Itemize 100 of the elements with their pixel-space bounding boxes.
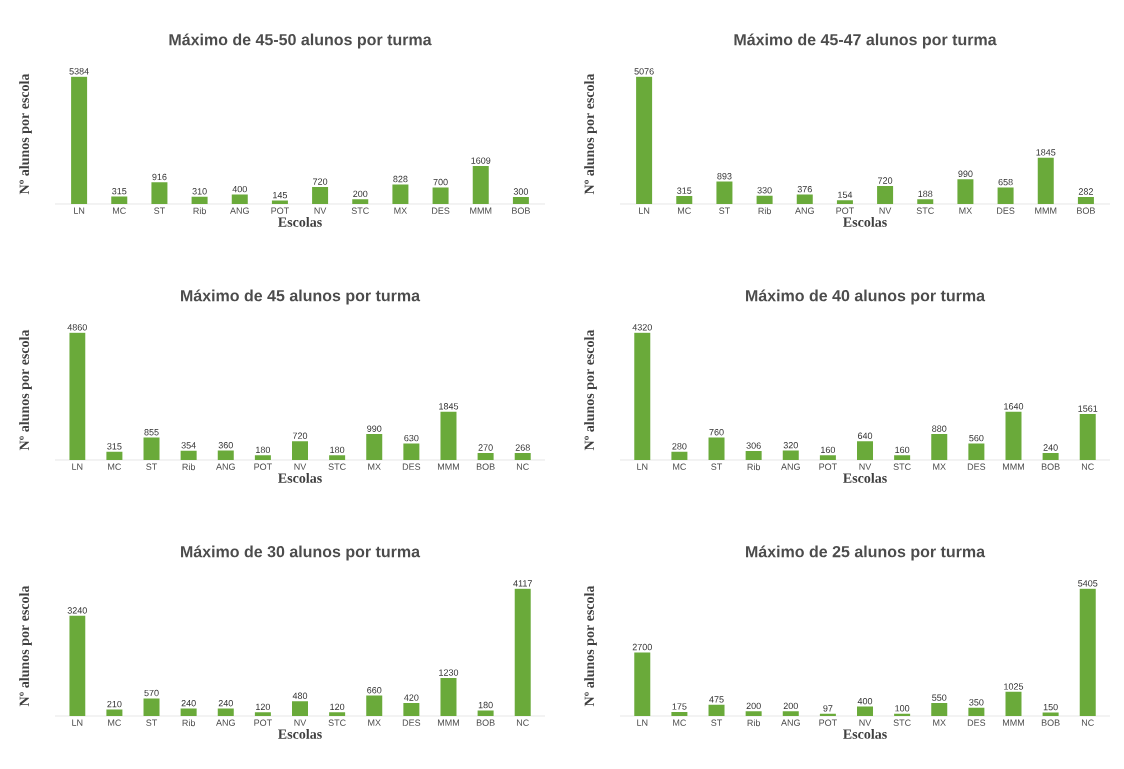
y-axis-title: Nº alunos por escola bbox=[19, 329, 32, 451]
x-tick-label: MMM bbox=[437, 719, 459, 726]
bar bbox=[292, 441, 308, 460]
data-label: 475 bbox=[709, 696, 724, 703]
bar bbox=[1077, 196, 1094, 204]
y-axis-title: Nº alunos por escola bbox=[584, 73, 597, 195]
data-label: 240 bbox=[1043, 444, 1058, 451]
bar bbox=[1079, 588, 1096, 716]
bar bbox=[254, 455, 271, 460]
bar bbox=[796, 194, 813, 204]
bar bbox=[69, 332, 86, 460]
data-label: 5384 bbox=[69, 68, 89, 75]
x-tick-label: LN bbox=[639, 207, 650, 214]
chart-title: Máximo de 45 alunos por turma bbox=[181, 289, 421, 305]
x-axis-title: Escolas bbox=[843, 216, 887, 227]
x-tick-label: STC bbox=[916, 207, 934, 214]
data-label: 268 bbox=[515, 444, 530, 451]
bar bbox=[217, 450, 234, 460]
data-label: 188 bbox=[918, 190, 933, 198]
x-tick-label: NC bbox=[1081, 463, 1094, 470]
data-label: 1230 bbox=[439, 669, 459, 676]
data-label: 570 bbox=[144, 689, 159, 697]
data-label: 180 bbox=[330, 446, 345, 454]
data-label: 1640 bbox=[1004, 403, 1024, 410]
bar bbox=[217, 708, 234, 716]
data-label: 200 bbox=[746, 702, 761, 710]
bar bbox=[819, 455, 836, 460]
x-axis-title: Escolas bbox=[843, 473, 887, 483]
data-label: 480 bbox=[292, 692, 308, 699]
data-label: 400 bbox=[857, 698, 873, 705]
x-tick-label: Rib bbox=[193, 207, 206, 215]
data-label: 310 bbox=[192, 188, 207, 195]
x-tick-label: MC bbox=[678, 207, 691, 214]
data-label: 1025 bbox=[1004, 683, 1024, 690]
x-tick-label: STC bbox=[893, 719, 911, 726]
bar bbox=[782, 450, 799, 460]
x-tick-label: STC bbox=[328, 463, 346, 470]
x-tick-label: STC bbox=[328, 719, 346, 726]
bar bbox=[836, 200, 853, 204]
bar bbox=[432, 187, 449, 204]
data-label: 640 bbox=[857, 432, 873, 439]
bar bbox=[292, 701, 308, 716]
data-label: 315 bbox=[112, 187, 127, 195]
x-tick-label: LN bbox=[74, 207, 85, 214]
chart-title: Máximo de 45-50 alunos por turma bbox=[169, 33, 432, 49]
data-label: 315 bbox=[107, 443, 122, 450]
x-axis-title: Escolas bbox=[278, 216, 322, 227]
x-tick-label: ANG bbox=[781, 719, 800, 726]
data-label: 720 bbox=[313, 178, 328, 185]
bar bbox=[329, 712, 346, 716]
x-tick-label: NC bbox=[516, 719, 529, 726]
chart-title: Máximo de 40 alunos por turma bbox=[746, 289, 986, 305]
x-tick-label: MMM bbox=[470, 207, 492, 214]
data-label: 175 bbox=[672, 703, 687, 710]
data-label: 828 bbox=[393, 175, 408, 183]
bar bbox=[636, 76, 653, 204]
x-tick-label: ST bbox=[154, 207, 165, 214]
bar bbox=[931, 434, 948, 460]
bar bbox=[403, 703, 420, 716]
bar bbox=[143, 437, 160, 460]
x-tick-label: BOB bbox=[476, 463, 495, 470]
data-label: 990 bbox=[958, 170, 973, 177]
bar bbox=[676, 196, 693, 204]
x-tick-label: MX bbox=[933, 463, 946, 470]
x-tick-label: ST bbox=[711, 463, 723, 470]
bar bbox=[69, 615, 86, 716]
x-tick-label: LN bbox=[72, 463, 83, 470]
x-tick-label: NC bbox=[1081, 719, 1094, 726]
data-label: 1609 bbox=[471, 157, 491, 164]
data-label: 660 bbox=[367, 687, 382, 694]
bar bbox=[877, 185, 894, 204]
bar bbox=[472, 165, 489, 204]
bar bbox=[1079, 414, 1096, 460]
data-label: 160 bbox=[821, 446, 836, 454]
x-tick-label: BOB bbox=[1041, 463, 1060, 470]
data-label: 990 bbox=[367, 425, 382, 432]
x-axis-title: Escolas bbox=[278, 473, 322, 483]
x-tick-label: Rib bbox=[182, 719, 196, 727]
data-label: 315 bbox=[677, 187, 692, 194]
x-tick-label: DES bbox=[402, 463, 421, 470]
x-tick-label: LN bbox=[637, 719, 648, 726]
x-tick-label: MMM bbox=[1035, 207, 1057, 214]
x-tick-label: LN bbox=[637, 463, 648, 470]
bar bbox=[997, 187, 1014, 204]
data-label: 420 bbox=[404, 694, 419, 701]
x-tick-label: Rib bbox=[182, 463, 196, 471]
x-tick-label: DES bbox=[967, 719, 986, 726]
bar bbox=[366, 434, 383, 460]
x-tick-label: POT bbox=[819, 463, 837, 470]
bar bbox=[708, 437, 725, 460]
chart-title: Máximo de 45-47 alunos por turma bbox=[734, 33, 997, 49]
bar bbox=[671, 451, 688, 460]
x-tick-label: BOB bbox=[476, 719, 495, 726]
data-label: 180 bbox=[478, 701, 493, 709]
bar bbox=[191, 196, 208, 204]
bar bbox=[514, 452, 531, 460]
chart-title: Máximo de 30 alunos por turma bbox=[181, 545, 421, 561]
data-label: 200 bbox=[783, 702, 798, 710]
bar bbox=[143, 698, 160, 716]
x-tick-label: DES bbox=[997, 207, 1015, 214]
